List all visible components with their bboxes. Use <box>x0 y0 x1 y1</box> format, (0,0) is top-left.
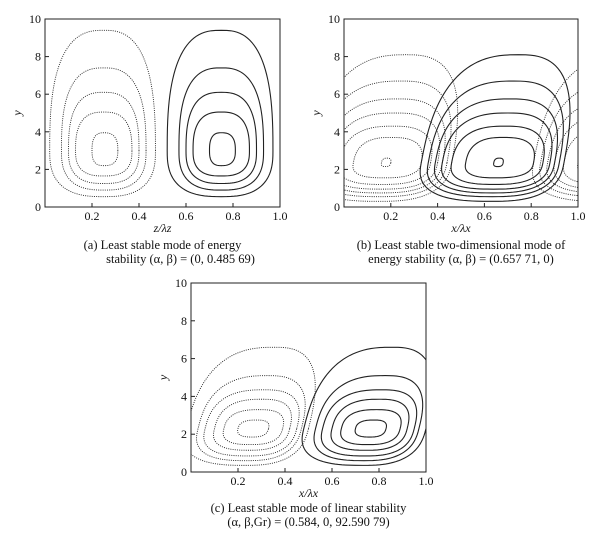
positive-contour-line <box>354 419 388 438</box>
y-tick-label: 0 <box>35 200 41 214</box>
y-tick-label: 10 <box>29 12 41 26</box>
positive-contour-line <box>441 112 553 190</box>
y-tick-label: 4 <box>181 389 187 403</box>
y-tick-label: 10 <box>175 276 187 290</box>
y-tick-label: 8 <box>181 314 187 328</box>
y-tick-label: 10 <box>328 12 340 26</box>
contours <box>49 29 274 198</box>
figure-caption-line: (α, β,Gr) = (0.584, 0, 92.590 79) <box>227 515 389 529</box>
negative-contour-line <box>352 136 423 179</box>
contour-plot-b: 0.2 0.4 0.6 0.8 1.0 0 2 4 6 8 10 x/λx y (b) Least sta… <box>309 12 586 266</box>
y-axis-label: y <box>10 110 24 117</box>
figure-caption-line: (c) Least stable mode of linear stabilit… <box>211 501 408 515</box>
figure-caption-line: (a) Least stable mode of energy <box>84 238 242 252</box>
positive-contour-line <box>433 98 559 194</box>
x-axis-label: z/λz <box>153 221 172 235</box>
positive-contour-line <box>330 398 410 451</box>
positive-contour-line <box>450 125 545 185</box>
positive-contour-line <box>192 111 251 177</box>
y-tick-label: 8 <box>35 50 41 64</box>
negative-contour-line <box>75 111 133 177</box>
negative-contour-line <box>344 125 433 185</box>
x-tick-label: 0.8 <box>226 209 241 223</box>
contours <box>191 346 426 466</box>
negative-contour-line <box>60 67 147 191</box>
plot-frame <box>343 18 579 208</box>
x-tick-label: 0.8 <box>524 209 539 223</box>
x-tick-label: 0.2 <box>85 209 100 223</box>
contour-plot-c: 0.2 0.4 0.6 0.8 1.0 0 2 4 6 8 10 x/λx y (c) Least sta… <box>156 276 434 529</box>
x-tick-label: 0.6 <box>179 209 194 223</box>
x-tick-label: 0.4 <box>132 209 147 223</box>
positive-contour-line <box>419 54 571 202</box>
negative-contour-line <box>196 375 306 462</box>
x-tick-label: 1.0 <box>419 474 434 488</box>
positive-contour-line <box>320 389 418 457</box>
y-tick-label: 4 <box>35 125 41 139</box>
positive-contour-line <box>178 67 265 191</box>
plot-frame <box>44 18 281 208</box>
negative-contour-line <box>91 132 119 167</box>
contour-plot-a: 0.2 0.4 0.6 0.8 1.0 0 2 4 6 8 10 z/λz y (a) Least sta… <box>10 12 288 266</box>
x-tick-label: 0.6 <box>477 209 492 223</box>
negative-contour-line <box>49 29 156 198</box>
negative-contour-line <box>577 160 578 171</box>
figure-caption-line: energy stability (α, β) = (0.657 71, 0) <box>368 252 554 266</box>
x-tick-label: 0.4 <box>430 209 445 223</box>
negative-contour-line <box>68 91 140 184</box>
plot-frame <box>190 282 427 473</box>
x-tick-label: 0.6 <box>325 474 340 488</box>
y-tick-label: 4 <box>334 125 340 139</box>
x-axis-label: x/λx <box>450 221 471 235</box>
negative-contour-line <box>344 112 441 190</box>
y-tick-label: 8 <box>334 50 340 64</box>
negative-contour-line <box>344 98 446 194</box>
figure-caption-line: stability (α, β) = (0, 0.485 69) <box>106 252 255 266</box>
y-tick-label: 0 <box>334 200 340 214</box>
negative-contour-line <box>222 409 285 446</box>
negative-contour-line <box>546 108 578 193</box>
figure-caption-line: (b) Least stable two-dimensional mode of <box>357 238 566 252</box>
negative-contour-line <box>539 91 578 197</box>
x-axis-label: x/λx <box>298 486 319 500</box>
positive-contour-line <box>185 91 258 185</box>
x-tick-label: 0.4 <box>278 474 293 488</box>
positive-contour-line <box>426 80 564 198</box>
y-tick-label: 0 <box>181 465 187 479</box>
x-tick-label: 0.8 <box>372 474 387 488</box>
y-tick-label: 2 <box>35 162 41 176</box>
y-tick-label: 2 <box>181 427 187 441</box>
positive-contour-line <box>493 157 504 168</box>
y-tick-label: 2 <box>334 162 340 176</box>
negative-contour-line <box>203 389 300 457</box>
positive-contour-line <box>208 132 236 167</box>
negative-contour-line <box>191 346 316 466</box>
y-axis-label: y <box>309 110 323 117</box>
x-tick-label: 1.0 <box>571 209 586 223</box>
y-tick-label: 6 <box>334 87 340 101</box>
x-tick-label: 1.0 <box>273 209 288 223</box>
positive-contour-line <box>166 29 274 198</box>
x-tick-label: 0.2 <box>231 474 246 488</box>
negative-contour-line <box>237 419 270 438</box>
y-tick-label: 6 <box>35 87 41 101</box>
contours <box>344 54 578 202</box>
positive-contour-line <box>313 375 424 462</box>
negative-contour-line <box>562 135 578 183</box>
positive-contour-line <box>464 136 535 179</box>
negative-contour-line <box>213 398 292 451</box>
y-tick-label: 6 <box>181 352 187 366</box>
positive-contour-line <box>301 346 426 466</box>
x-tick-label: 0.2 <box>383 209 398 223</box>
positive-contour-line <box>340 409 402 446</box>
y-axis-label: y <box>156 374 170 381</box>
negative-contour-line <box>380 157 392 168</box>
